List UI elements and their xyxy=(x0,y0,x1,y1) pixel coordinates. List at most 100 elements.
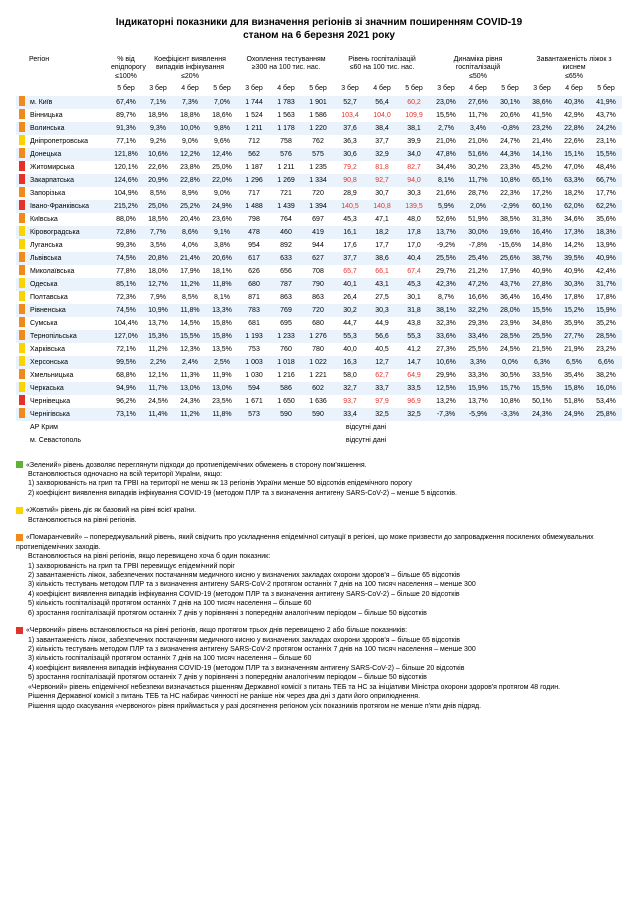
cell-value: 11,2% xyxy=(174,408,206,421)
cell-value: 63,3% xyxy=(558,174,590,187)
cell-value: 17,8% xyxy=(558,291,590,304)
cell-value: 15,7% xyxy=(494,382,526,395)
cell-value: 680 xyxy=(238,278,270,291)
cell-value: 15,1% xyxy=(558,148,590,161)
cell-value: 92,7 xyxy=(366,174,398,187)
col-g3: Охоплення тестуванням≥300 на 100 тис. на… xyxy=(238,54,334,83)
cell-value: 30,3 xyxy=(398,187,430,200)
cell-value: 17,7% xyxy=(590,187,622,200)
cell-value: 44,3% xyxy=(494,148,526,161)
status-marker xyxy=(19,187,25,197)
cell-value: 33,5 xyxy=(398,382,430,395)
cell-value: 1 030 xyxy=(238,369,270,382)
cell-value: 3,5% xyxy=(142,239,174,252)
region-name: Рівненська xyxy=(28,304,110,317)
cell-value: 1 650 xyxy=(270,395,302,408)
cell-value: 13,0% xyxy=(174,382,206,395)
cell-value: 21,4% xyxy=(174,252,206,265)
cell-value: 127,0% xyxy=(110,330,142,343)
cell-value: 1 276 xyxy=(302,330,334,343)
cell-value: 780 xyxy=(302,343,334,356)
cell-value: 15,5% xyxy=(174,330,206,343)
cell-value: 720 xyxy=(302,187,334,200)
legend: «Зелений» рівень дозволяє переглянути пі… xyxy=(16,461,622,712)
col-date: 4 бер xyxy=(174,83,206,95)
cell-value: 29,3% xyxy=(462,317,494,330)
cell-value: 11,7% xyxy=(462,109,494,122)
cell-value: 40,3% xyxy=(558,96,590,109)
cell-value: 12,3% xyxy=(174,343,206,356)
cell-value: 15,5% xyxy=(430,109,462,122)
cell-value: 27,5 xyxy=(366,291,398,304)
cell-value: 32,7 xyxy=(334,382,366,395)
status-marker xyxy=(19,109,25,119)
cell-value: 72,1% xyxy=(110,343,142,356)
legend-line: 1) захворюваність на грип та ГРВІ переви… xyxy=(16,562,622,571)
status-marker xyxy=(19,239,25,249)
cell-value: 44,7 xyxy=(334,317,366,330)
region-name: Житомирська xyxy=(28,161,110,174)
table-row: Житомирська120,1%22,6%23,8%25,0%1 1871 2… xyxy=(16,161,622,174)
cell-value: 14,7 xyxy=(398,356,430,369)
cell-value: 41,9% xyxy=(590,96,622,109)
cell-value: 40,5 xyxy=(366,343,398,356)
cell-value: 43,8 xyxy=(398,317,430,330)
cell-value: 17,8% xyxy=(590,291,622,304)
cell-value: 36,3 xyxy=(334,135,366,148)
cell-value: 21,0% xyxy=(430,135,462,148)
cell-value: 47,0% xyxy=(558,161,590,174)
cell-value: 34,6% xyxy=(558,213,590,226)
cell-value: 11,7% xyxy=(142,382,174,395)
cell-value: 56,6 xyxy=(366,330,398,343)
cell-value: 17,7 xyxy=(366,239,398,252)
cell-value: 23,2% xyxy=(526,122,558,135)
region-name: Кіровоградська xyxy=(28,226,110,239)
cell-value: 762 xyxy=(302,135,334,148)
cell-value: 89,7% xyxy=(110,109,142,122)
legend-line: 5) зростання госпіталізацій протягом ост… xyxy=(16,673,622,682)
status-marker xyxy=(19,96,25,106)
cell-value: 24,3% xyxy=(174,395,206,408)
cell-value: 15,5% xyxy=(590,148,622,161)
region-name: АР Крим xyxy=(28,421,110,434)
cell-value: 25,5% xyxy=(526,330,558,343)
cell-value: 16,0% xyxy=(590,382,622,395)
cell-value: 712 xyxy=(238,135,270,148)
cell-value: 562 xyxy=(238,148,270,161)
table-row: Чернігівська73,1%11,4%11,2%11,8%57359059… xyxy=(16,408,622,421)
cell-value: 681 xyxy=(238,317,270,330)
indicators-table: Регіон % від епідпорогу≤100% Коефіцієнт … xyxy=(16,54,622,447)
cell-value: 27,3% xyxy=(430,343,462,356)
cell-value: 7,3% xyxy=(174,96,206,109)
region-name: Вінницька xyxy=(28,109,110,122)
cell-value: 11,2% xyxy=(142,343,174,356)
cell-value: 42,3% xyxy=(430,278,462,291)
cell-value: 1 334 xyxy=(302,174,334,187)
cell-value: 16,6% xyxy=(462,291,494,304)
col-g6: Завантаженість ліжок з киснем≤65% xyxy=(526,54,622,83)
cell-value: 11,3% xyxy=(174,369,206,382)
cell-value: 25,6% xyxy=(494,252,526,265)
cell-value: 38,1% xyxy=(430,304,462,317)
cell-value: -2,9% xyxy=(494,200,526,213)
status-marker xyxy=(19,291,25,301)
cell-value: 64,9 xyxy=(398,369,430,382)
cell-value: 764 xyxy=(270,213,302,226)
cell-value: 104,4% xyxy=(110,317,142,330)
cell-value: 1 187 xyxy=(238,161,270,174)
table-row: Рівненська74,5%10,9%11,8%13,3%7837697203… xyxy=(16,304,622,317)
cell-value: 1 193 xyxy=(238,330,270,343)
cell-value: 74,5% xyxy=(110,304,142,317)
cell-value: 7,7% xyxy=(142,226,174,239)
cell-value: 13,2% xyxy=(430,395,462,408)
cell-value: 22,8% xyxy=(558,122,590,135)
cell-value: 12,5% xyxy=(430,382,462,395)
cell-value: 573 xyxy=(238,408,270,421)
cell-value: 41,2 xyxy=(398,343,430,356)
cell-value: 35,2% xyxy=(590,317,622,330)
cell-value: 140,5 xyxy=(334,200,366,213)
col-date: 4 бер xyxy=(558,83,590,95)
cell-value: 74,5% xyxy=(110,252,142,265)
cell-value: 6,6% xyxy=(590,356,622,369)
table-row: Чернівецька96,2%24,5%24,3%23,5%1 6711 65… xyxy=(16,395,622,408)
